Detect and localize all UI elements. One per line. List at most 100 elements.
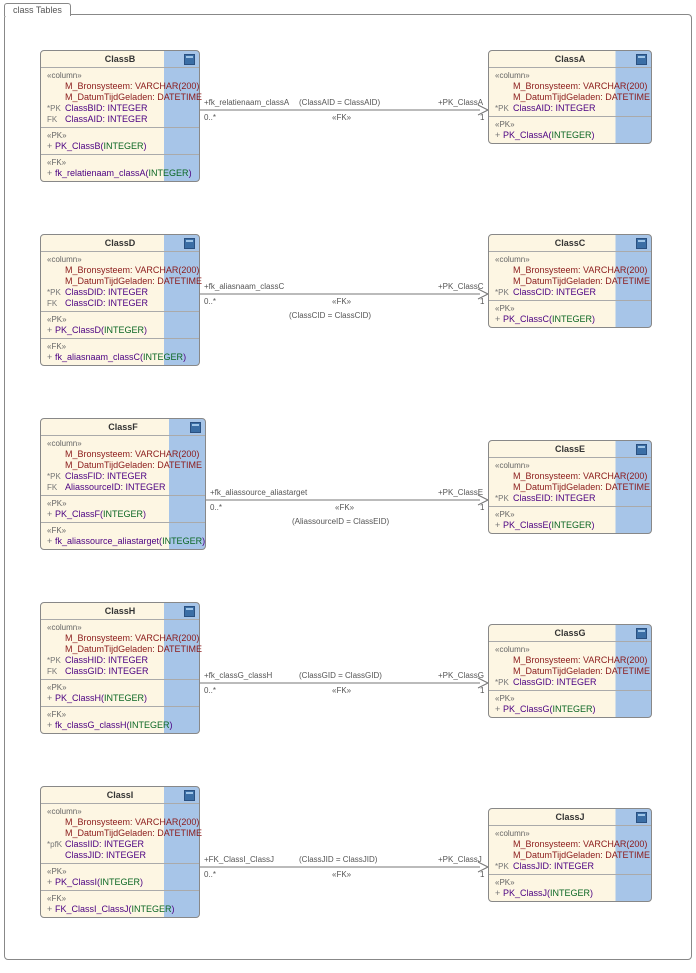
link-tgt-label: +PK_ClassJ	[438, 855, 482, 864]
link-tgt-label: +PK_ClassE	[438, 488, 483, 497]
entity-title: ClassJ	[489, 809, 651, 826]
entity-C[interactable]: ClassC«column»M_Bronsysteem: VARCHAR(200…	[488, 234, 652, 328]
table-icon	[636, 628, 647, 639]
entity-F[interactable]: ClassF «column»M_Bronsysteem: VARCHAR(200…	[40, 418, 206, 550]
col-field: *PKClassFID: INTEGER	[47, 471, 199, 481]
entity-G[interactable]: ClassG«column»M_Bronsysteem: VARCHAR(200…	[488, 624, 652, 718]
col-field: *PKClassCID: INTEGER	[495, 287, 645, 297]
table-icon	[636, 812, 647, 823]
entity-B[interactable]: ClassB «column»M_Bronsysteem: VARCHAR(200…	[40, 50, 200, 182]
stereotype-fk: «FK»	[47, 710, 193, 719]
col-bron: M_Bronsysteem: VARCHAR(200)	[47, 81, 193, 91]
col-field: FKAliassourceID: INTEGER	[47, 482, 199, 492]
col-datum: M_DatumTijdGeladen: DATETIME	[47, 644, 193, 654]
table-icon	[184, 606, 195, 617]
pk-section: «PK»+PK_ClassE(INTEGER)	[489, 506, 651, 533]
pk-section: «PK»+PK_ClassC(INTEGER)	[489, 300, 651, 327]
stereotype-column: «column»	[47, 255, 193, 264]
link-mid-eq: (AliassourceID = ClassEID)	[292, 517, 389, 526]
entity-A[interactable]: ClassA«column»M_Bronsysteem: VARCHAR(200…	[488, 50, 652, 144]
stereotype-pk: «PK»	[495, 304, 645, 313]
col-bron: M_Bronsysteem: VARCHAR(200)	[47, 633, 193, 643]
pk-row: +PK_ClassC(INTEGER)	[495, 314, 645, 324]
stereotype-pk: «PK»	[47, 683, 193, 692]
col-datum: M_DatumTijdGeladen: DATETIME	[47, 276, 193, 286]
col-bron: M_Bronsysteem: VARCHAR(200)	[495, 839, 645, 849]
pk-section: «PK»+PK_ClassA(INTEGER)	[489, 116, 651, 143]
link-src-label: +fk_aliasnaam_classC	[204, 282, 284, 291]
columns-section: «column»M_Bronsysteem: VARCHAR(200)M_Dat…	[489, 252, 651, 300]
stereotype-column: «column»	[47, 439, 199, 448]
pk-section: «PK»+PK_ClassI(INTEGER)	[41, 863, 199, 890]
columns-section: «column»M_Bronsysteem: VARCHAR(200)M_Dat…	[41, 804, 199, 863]
link-src-label: +fk_relatienaam_classA	[204, 98, 289, 107]
columns-section: «column»M_Bronsysteem: VARCHAR(200)M_Dat…	[489, 826, 651, 874]
col-bron: M_Bronsysteem: VARCHAR(200)	[47, 449, 199, 459]
entity-title: ClassE	[489, 441, 651, 458]
table-icon	[190, 422, 201, 433]
entity-title: ClassF	[41, 419, 205, 436]
stereotype-pk: «PK»	[495, 878, 645, 887]
link-mid-eq: (ClassCID = ClassCID)	[289, 311, 371, 320]
pk-section: «PK»+PK_ClassJ(INTEGER)	[489, 874, 651, 901]
stereotype-pk: «PK»	[495, 694, 645, 703]
link-tgt-label: +PK_ClassC	[438, 282, 484, 291]
col-datum: M_DatumTijdGeladen: DATETIME	[495, 666, 645, 676]
col-field: *PKClassHID: INTEGER	[47, 655, 193, 665]
pk-row: +PK_ClassB(INTEGER)	[47, 141, 193, 151]
fk-row: +fk_aliassource_aliastarget(INTEGER)	[47, 536, 199, 546]
stereotype-column: «column»	[47, 623, 193, 632]
col-bron: M_Bronsysteem: VARCHAR(200)	[495, 81, 645, 91]
pk-row: +PK_ClassJ(INTEGER)	[495, 888, 645, 898]
entity-I[interactable]: ClassI«column»M_Bronsysteem: VARCHAR(200…	[40, 786, 200, 918]
col-field: FKClassCID: INTEGER	[47, 298, 193, 308]
entity-D[interactable]: ClassD«column»M_Bronsysteem: VARCHAR(200…	[40, 234, 200, 366]
link-fk-label: «FK»	[332, 113, 351, 122]
stereotype-column: «column»	[47, 71, 193, 80]
columns-section: «column»M_Bronsysteem: VARCHAR(200)M_Dat…	[41, 620, 199, 679]
link-src-mult: 0..*	[204, 870, 216, 879]
link-tgt-mult: 1	[480, 503, 484, 512]
col-datum: M_DatumTijdGeladen: DATETIME	[495, 850, 645, 860]
pk-section: «PK»+PK_ClassH(INTEGER)	[41, 679, 199, 706]
pk-row: +PK_ClassG(INTEGER)	[495, 704, 645, 714]
link-tgt-mult: 1	[480, 686, 484, 695]
col-field: *pfKClassIID: INTEGER	[47, 839, 193, 849]
columns-section: «column»M_Bronsysteem: VARCHAR(200)M_Dat…	[489, 68, 651, 116]
pk-section: «PK»+PK_ClassF(INTEGER)	[41, 495, 205, 522]
entity-title: ClassB	[41, 51, 199, 68]
stereotype-column: «column»	[495, 829, 645, 838]
pk-row: +PK_ClassH(INTEGER)	[47, 693, 193, 703]
entity-H[interactable]: ClassH«column»M_Bronsysteem: VARCHAR(200…	[40, 602, 200, 734]
stereotype-column: «column»	[495, 645, 645, 654]
fk-row: +FK_ClassI_ClassJ(INTEGER)	[47, 904, 193, 914]
col-field: *PKClassJID: INTEGER	[495, 861, 645, 871]
link-fk-label: «FK»	[335, 503, 354, 512]
table-icon	[636, 238, 647, 249]
link-src-mult: 0..*	[204, 686, 216, 695]
stereotype-column: «column»	[495, 71, 645, 80]
fk-section: «FK»+FK_ClassI_ClassJ(INTEGER)	[41, 890, 199, 917]
fk-section: «FK»+fk_aliassource_aliastarget(INTEGER)	[41, 522, 205, 549]
col-field: *PKClassDID: INTEGER	[47, 287, 193, 297]
stereotype-pk: «PK»	[47, 499, 199, 508]
col-bron: M_Bronsysteem: VARCHAR(200)	[47, 817, 193, 827]
table-icon	[184, 238, 195, 249]
col-field: *PKClassGID: INTEGER	[495, 677, 645, 687]
stereotype-pk: «PK»	[47, 131, 193, 140]
entity-E[interactable]: ClassE«column»M_Bronsysteem: VARCHAR(200…	[488, 440, 652, 534]
link-fk-label: «FK»	[332, 686, 351, 695]
col-field: ClassJID: INTEGER	[47, 850, 193, 860]
col-datum: M_DatumTijdGeladen: DATETIME	[47, 92, 193, 102]
entity-title: ClassD	[41, 235, 199, 252]
link-src-label: +FK_ClassI_ClassJ	[204, 855, 274, 864]
col-bron: M_Bronsysteem: VARCHAR(200)	[495, 265, 645, 275]
link-tgt-mult: 1	[480, 297, 484, 306]
table-icon	[636, 54, 647, 65]
link-mid-eq: (ClassJID = ClassJID)	[299, 855, 377, 864]
entity-J[interactable]: ClassJ«column»M_Bronsysteem: VARCHAR(200…	[488, 808, 652, 902]
table-icon	[184, 790, 195, 801]
pk-section: «PK»+PK_ClassB(INTEGER)	[41, 127, 199, 154]
col-datum: M_DatumTijdGeladen: DATETIME	[47, 828, 193, 838]
entity-title: ClassI	[41, 787, 199, 804]
